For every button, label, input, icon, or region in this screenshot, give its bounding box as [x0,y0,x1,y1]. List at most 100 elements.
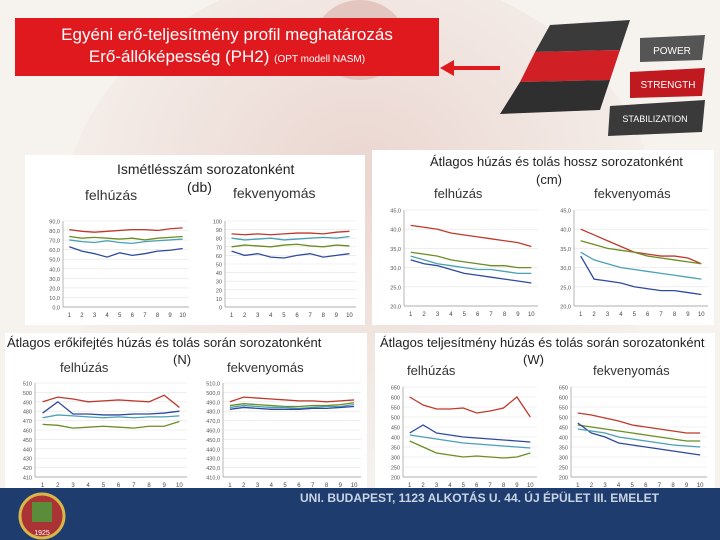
x-tick-label: 4 [270,483,274,489]
x-tick-label: 2 [421,483,425,489]
footer-address: UNI. BUDAPEST, 1123 ALKOTÁS U. 44. ÚJ ÉP… [300,491,659,505]
series-line-3 [410,259,532,284]
x-tick-label: 6 [476,312,480,318]
y-tick-label: 45,0 [560,209,571,215]
y-tick-label: 50 [216,263,222,269]
y-tick-label: 450,0 [206,438,220,444]
y-tick-label: 30,0 [560,266,571,272]
reps-title: Ismétlésszám sorozatonként [117,161,295,177]
x-tick-label: 5 [633,312,637,318]
x-tick-label: 7 [311,483,315,489]
y-tick-label: 490,0 [206,400,220,406]
y-tick-label: 70 [216,245,222,251]
x-tick-label: 7 [659,312,663,318]
y-tick-label: 45,0 [390,209,401,215]
x-tick-label: 1 [68,313,72,319]
x-tick-label: 7 [488,483,492,489]
opt-pyramid-diagram: POWER STRENGTH STABILIZATION [500,20,705,136]
y-tick-label: 480 [23,410,32,416]
x-tick-label: 3 [435,483,439,489]
x-tick-label: 8 [322,313,326,319]
y-tick-label: 470 [23,419,32,425]
y-tick-label: 450 [559,426,568,432]
y-tick-label: 40,0 [560,228,571,234]
y-tick-label: 30,0 [49,277,60,283]
y-tick-label: 250 [391,466,400,472]
power-left-label: felhúzás [407,363,456,378]
x-tick-label: 2 [242,483,246,489]
series-line-1 [577,412,701,434]
x-tick-label: 5 [283,483,287,489]
series-line-3 [231,250,350,259]
x-tick-label: 1 [228,483,232,489]
y-tick-label: 650 [559,386,568,392]
y-tick-label: 500 [559,416,568,422]
x-tick-label: 9 [516,312,520,318]
y-tick-label: 30 [216,280,222,286]
y-tick-label: 40,0 [49,267,60,273]
y-tick-label: 440,0 [206,447,220,453]
series-line-2 [410,251,532,269]
y-tick-label: 0 [219,306,222,312]
power-panel: Átlagos teljesítmény húzás és tolás sorá… [375,333,715,493]
y-tick-label: 650 [391,386,400,392]
y-tick-label: 100 [213,220,222,226]
y-tick-label: 20 [216,288,222,294]
y-tick-label: 400 [559,436,568,442]
x-tick-label: 9 [686,312,690,318]
x-tick-label: 9 [163,483,167,489]
y-tick-label: 20,0 [49,286,60,292]
y-tick-label: 80 [216,237,222,243]
y-tick-label: 0,0 [52,306,60,312]
series-line-3 [409,440,531,459]
x-tick-label: 5 [463,312,467,318]
series-line-3 [69,246,183,258]
power-left-chart: 200 250 300 350 400 450 500 550 600 650 1 2 3 4 5 6 7 8 9 1… [391,386,537,489]
force-unit: (N) [173,352,192,367]
x-tick-label: 3 [436,312,440,318]
series-line-2 [69,235,183,241]
x-tick-label: 3 [606,312,610,318]
y-tick-label: 420 [23,466,32,472]
series-line-1 [410,224,532,248]
series-line-3 [42,414,180,419]
x-tick-label: 7 [489,312,493,318]
x-tick-label: 3 [256,483,260,489]
y-tick-label: 25,0 [390,285,401,291]
duration-left-label: felhúzás [434,186,483,201]
y-tick-label: 420,0 [206,466,220,472]
x-tick-label: 4 [448,483,452,489]
y-tick-label: 430,0 [206,457,220,463]
force-right-chart: 410,0 420,0 430,0 440,0 450,0 460,0 470,0 480,0… [206,382,361,489]
reps-left-label: felhúzás [85,187,138,203]
y-tick-label: 490 [23,400,32,406]
x-tick-label: 1 [576,483,580,489]
x-tick-label: 4 [617,483,621,489]
y-tick-label: 410 [23,476,32,482]
x-tick-label: 5 [462,483,466,489]
y-tick-label: 350 [559,446,568,452]
reps-panel: Ismétlésszám sorozatonként (db) felhúzás… [25,155,365,325]
x-tick-label: 6 [475,483,479,489]
y-tick-label: 480,0 [206,410,220,416]
university-seal-icon: 1925 [18,492,66,540]
series-line-3 [577,422,701,456]
x-tick-label: 4 [269,313,273,319]
y-tick-label: 60 [216,254,222,260]
duration-right-chart: 20,0 25,0 30,0 35,0 40,0 45,0 1 2 3 4 5 6 7 8 9 10 [560,209,708,318]
x-tick-label: 7 [658,483,662,489]
x-tick-label: 4 [105,313,109,319]
y-tick-label: 20,0 [390,305,401,311]
x-tick-label: 9 [515,483,519,489]
y-tick-label: 510 [23,382,32,388]
power-unit: (W) [523,352,544,367]
reps-unit: (db) [187,179,212,195]
x-tick-label: 2 [243,313,247,319]
y-tick-label: 500 [391,416,400,422]
power-right-chart: 200 250 300 350 400 450 500 550 600 650 1 2 3 4 5 6 7 8 9 1… [559,386,707,489]
y-tick-label: 550 [391,406,400,412]
y-tick-label: 90 [216,228,222,234]
x-tick-label: 10 [527,483,534,489]
x-tick-label: 8 [502,483,506,489]
y-tick-label: 440 [23,447,32,453]
